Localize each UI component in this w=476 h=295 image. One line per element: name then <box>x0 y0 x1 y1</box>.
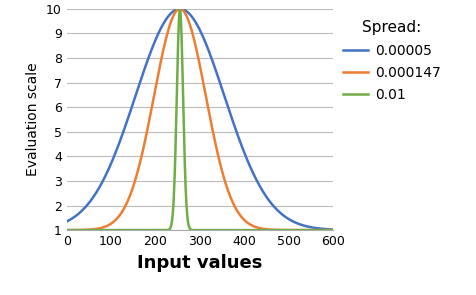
Line: 0.000147: 0.000147 <box>67 9 333 230</box>
0.000147 <box>277 228 282 232</box>
0.00005 <box>272 206 278 209</box>
0.00005 <box>177 7 183 11</box>
Line: 0.01: 0.01 <box>67 9 333 230</box>
Y-axis label: Evaluation scale: Evaluation scale <box>26 63 40 176</box>
0.00005 <box>171 9 177 12</box>
Legend: 0.00005, 0.000147, 0.01: 0.00005, 0.000147, 0.01 <box>343 20 440 102</box>
0.01 <box>177 7 183 11</box>
0.000147 <box>171 12 177 16</box>
0.000147 <box>247 223 253 226</box>
X-axis label: Input values: Input values <box>137 253 263 271</box>
0.01 <box>277 228 282 232</box>
0.01 <box>330 228 336 232</box>
0.000147 <box>330 228 336 232</box>
0.000147 <box>181 10 187 14</box>
0.01 <box>171 180 177 184</box>
0.01 <box>91 228 97 232</box>
0.01 <box>247 228 253 232</box>
0.00005 <box>330 228 336 231</box>
0.00005 <box>91 194 97 198</box>
0.00005 <box>181 8 187 12</box>
0.000147 <box>177 7 183 11</box>
0.000147 <box>64 228 69 232</box>
0.000147 <box>272 228 278 232</box>
Line: 0.00005: 0.00005 <box>67 9 333 230</box>
0.01 <box>181 145 187 148</box>
0.01 <box>64 228 69 232</box>
0.00005 <box>277 210 282 214</box>
0.00005 <box>64 220 69 223</box>
0.00005 <box>247 164 253 168</box>
0.01 <box>272 228 278 232</box>
0.000147 <box>91 227 97 231</box>
